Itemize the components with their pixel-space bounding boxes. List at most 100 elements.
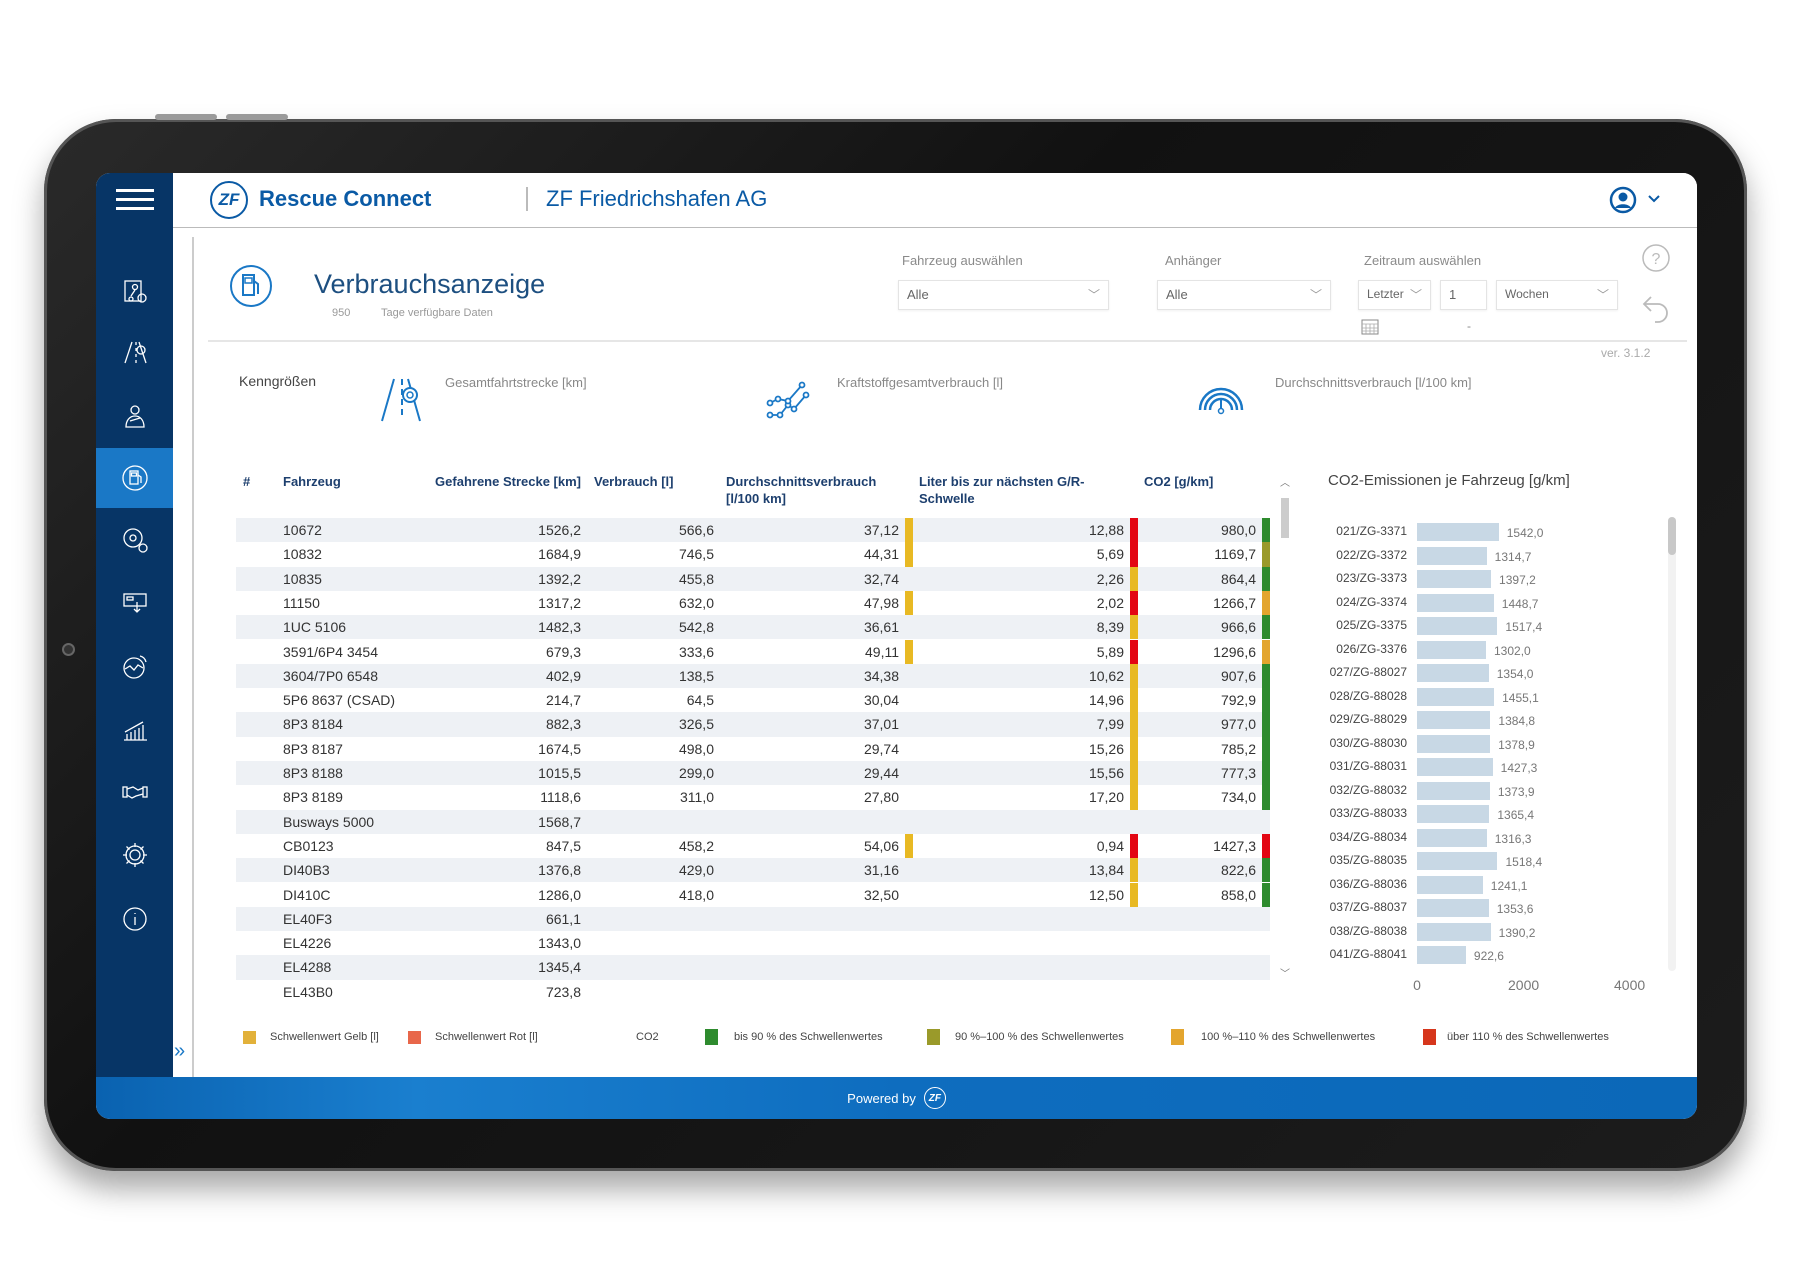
scrollbar-thumb[interactable] xyxy=(1281,498,1289,538)
table-row[interactable] xyxy=(236,809,1270,834)
help-icon[interactable]: ? xyxy=(1641,243,1671,273)
scrollbar-thumb[interactable] xyxy=(1668,517,1676,555)
vehicle-select[interactable]: Alle ﹀ xyxy=(898,280,1109,310)
chart-category-label: 038/ZG-88038 xyxy=(1329,923,1407,938)
chart-bar[interactable] xyxy=(1417,711,1491,729)
sidebar-item-partners[interactable] xyxy=(96,762,173,822)
column-header-vehicle[interactable]: Fahrzeug xyxy=(283,474,341,489)
column-header-liters-to-threshold[interactable]: Liter bis zur nächsten G/R-Schwelle xyxy=(919,474,1085,506)
table-row[interactable] xyxy=(236,566,1270,591)
cell-avg-consumption: 34,38 xyxy=(863,667,899,684)
table-row[interactable] xyxy=(236,931,1270,956)
sidebar-item-map-route[interactable] xyxy=(96,261,173,321)
sidebar-item-download[interactable] xyxy=(96,572,173,632)
table-row[interactable] xyxy=(236,639,1270,664)
chart-value-label: 1365,4 xyxy=(1497,808,1535,822)
table-row[interactable] xyxy=(236,833,1270,859)
table-row[interactable] xyxy=(236,785,1270,810)
column-header-consumption[interactable]: Verbrauch [l] xyxy=(594,474,674,489)
cell-co2: 734,0 xyxy=(1220,789,1256,806)
table-row[interactable] xyxy=(236,906,1270,932)
gauge-icon xyxy=(1198,387,1244,415)
column-header-co2[interactable]: CO2 [g/km] xyxy=(1144,474,1214,489)
cell-vehicle: 10835 xyxy=(283,570,322,587)
period-count-input[interactable]: 1 xyxy=(1440,280,1487,310)
cell-distance: 1684,9 xyxy=(538,546,581,563)
expand-sidebar-icon[interactable]: » xyxy=(174,1040,186,1062)
scroll-up-icon[interactable]: ︿ xyxy=(1280,478,1290,489)
chart-bar[interactable] xyxy=(1417,946,1466,964)
chart-bar[interactable] xyxy=(1417,852,1498,870)
table-row[interactable] xyxy=(236,688,1270,713)
chart-bar[interactable] xyxy=(1417,523,1499,541)
calendar-icon[interactable] xyxy=(1361,319,1379,335)
threshold-status-bar xyxy=(1130,761,1138,786)
sidebar-item-signal[interactable] xyxy=(96,637,173,697)
chart-value-label: 1448,7 xyxy=(1501,596,1539,611)
chart-bar[interactable] xyxy=(1417,899,1489,917)
chart-bar[interactable] xyxy=(1417,593,1494,612)
table-row[interactable] xyxy=(236,736,1270,761)
table-row[interactable] xyxy=(236,858,1270,883)
trailer-select-value: Alle xyxy=(1166,287,1188,302)
cell-vehicle: EL4226 xyxy=(283,935,332,952)
chart-value-label: 1518,4 xyxy=(1505,855,1543,869)
chart-bar[interactable] xyxy=(1417,546,1487,565)
hamburger-menu-icon[interactable] xyxy=(116,185,154,213)
chart-value-label: 1390,2 xyxy=(1498,925,1536,940)
chart-bar[interactable] xyxy=(1417,758,1493,776)
sidebar-item-statistics[interactable] xyxy=(96,699,173,759)
chart-bar[interactable] xyxy=(1417,922,1491,941)
avg-status-bar xyxy=(905,639,913,664)
chart-category-label: 032/ZG-88032 xyxy=(1329,782,1407,797)
cell-distance: 1482,3 xyxy=(538,619,581,636)
chart-bar[interactable] xyxy=(1417,734,1491,753)
chart-bar[interactable] xyxy=(1417,570,1492,588)
sidebar-item-driver[interactable] xyxy=(96,386,173,446)
chart-bar[interactable] xyxy=(1417,664,1489,682)
table-row[interactable] xyxy=(236,663,1270,689)
table-row[interactable] xyxy=(236,955,1270,980)
chart-bar[interactable] xyxy=(1417,640,1486,659)
chart-value-label: 1314,7 xyxy=(1494,549,1532,564)
undo-icon[interactable] xyxy=(1641,293,1671,327)
table-row[interactable] xyxy=(236,979,1270,1004)
table-scrollbar[interactable]: ︿ ﹀ xyxy=(1278,474,1292,980)
column-header-index[interactable]: # xyxy=(243,474,251,489)
sidebar-item-info[interactable] xyxy=(96,889,173,949)
cell-avg-consumption: 32,74 xyxy=(863,570,899,587)
sidebar-item-consumption[interactable] xyxy=(96,448,173,508)
table-row[interactable] xyxy=(236,542,1270,567)
cell-co2: 1169,7 xyxy=(1214,546,1256,563)
chart-bar[interactable] xyxy=(1417,687,1495,706)
table-row[interactable] xyxy=(236,615,1270,640)
chart-scrollbar[interactable] xyxy=(1668,517,1676,971)
chart-category-label: 034/ZG-88034 xyxy=(1329,829,1407,844)
sidebar-item-settings[interactable] xyxy=(96,825,173,885)
chart-bar[interactable] xyxy=(1417,828,1487,847)
trailer-select[interactable]: Alle ﹀ xyxy=(1157,280,1331,310)
sidebar-item-steering[interactable] xyxy=(96,510,173,570)
chart-bar[interactable] xyxy=(1417,781,1490,800)
chart-category-label: 041/ZG-88041 xyxy=(1329,947,1407,961)
table-row[interactable] xyxy=(236,761,1270,786)
cell-liters-to-threshold: 5,69 xyxy=(1096,546,1124,563)
sidebar-item-road[interactable] xyxy=(96,322,173,382)
table-row[interactable] xyxy=(236,518,1270,543)
table-row[interactable] xyxy=(236,712,1270,737)
column-header-distance[interactable]: Gefahrene Strecke [km] xyxy=(435,474,581,489)
chart-bar[interactable] xyxy=(1417,805,1490,823)
table-row[interactable] xyxy=(236,882,1270,907)
period-mode-select[interactable]: Letzter ﹀ xyxy=(1358,280,1431,310)
driver-icon xyxy=(124,405,145,428)
chevron-down-icon[interactable] xyxy=(1647,194,1661,204)
table-row[interactable] xyxy=(236,590,1270,616)
chart-bar[interactable] xyxy=(1417,617,1498,635)
period-unit-select[interactable]: Wochen ﹀ xyxy=(1496,280,1618,310)
chart-bar[interactable] xyxy=(1417,875,1483,894)
header-divider xyxy=(208,340,1687,342)
scroll-down-icon[interactable]: ﹀ xyxy=(1280,969,1290,980)
threshold-status-bar xyxy=(1130,833,1138,859)
column-header-avg-consumption[interactable]: Durchschnittsverbrauch [l/100 km] xyxy=(726,474,877,506)
user-circle-icon[interactable] xyxy=(1609,186,1637,214)
